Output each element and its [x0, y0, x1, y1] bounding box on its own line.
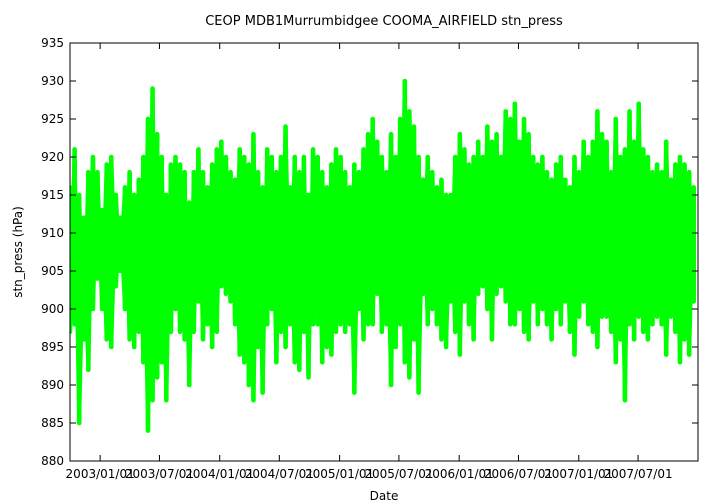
x-tick-label: 2006/01/01	[425, 467, 494, 481]
y-tick-label: 905	[41, 264, 64, 278]
y-tick-label: 895	[41, 340, 64, 354]
y-tick-label: 915	[41, 188, 64, 202]
series-points	[70, 78, 697, 433]
x-tick-label: 2007/07/01	[603, 467, 672, 481]
y-tick-label: 880	[41, 454, 64, 468]
y-tick-label: 910	[41, 226, 64, 240]
x-axis-label: Date	[370, 489, 399, 503]
x-tick-label: 2007/01/01	[544, 467, 613, 481]
x-tick-label: 2004/01/01	[185, 467, 254, 481]
y-axis-label: stn_press (hPa)	[11, 206, 25, 298]
y-tick-label: 885	[41, 416, 64, 430]
x-tick-label: 2006/07/01	[484, 467, 553, 481]
x-tick-label: 2005/01/01	[305, 467, 374, 481]
data-layer	[70, 78, 697, 433]
x-tick-label: 2003/01/01	[66, 467, 135, 481]
y-tick-label: 920	[41, 150, 64, 164]
y-tick-label: 935	[41, 36, 64, 50]
y-tick-label: 930	[41, 74, 64, 88]
y-tick-label: 925	[41, 112, 64, 126]
x-tick-label: 2005/07/01	[364, 467, 433, 481]
x-tick-label: 2004/07/01	[245, 467, 314, 481]
x-axis: 2003/01/012003/07/012004/01/012004/07/01…	[66, 43, 673, 481]
plot-frame	[69, 42, 699, 462]
y-tick-label: 900	[41, 302, 64, 316]
chart-title: CEOP MDB1Murrumbidgee COOMA_AIRFIELD stn…	[205, 14, 563, 29]
y-axis: 880 885 890 895 900 905 910 915 920 925 930 935	[41, 36, 698, 468]
x-tick-label: 2003/07/01	[125, 467, 194, 481]
y-tick-label: 890	[41, 378, 64, 392]
